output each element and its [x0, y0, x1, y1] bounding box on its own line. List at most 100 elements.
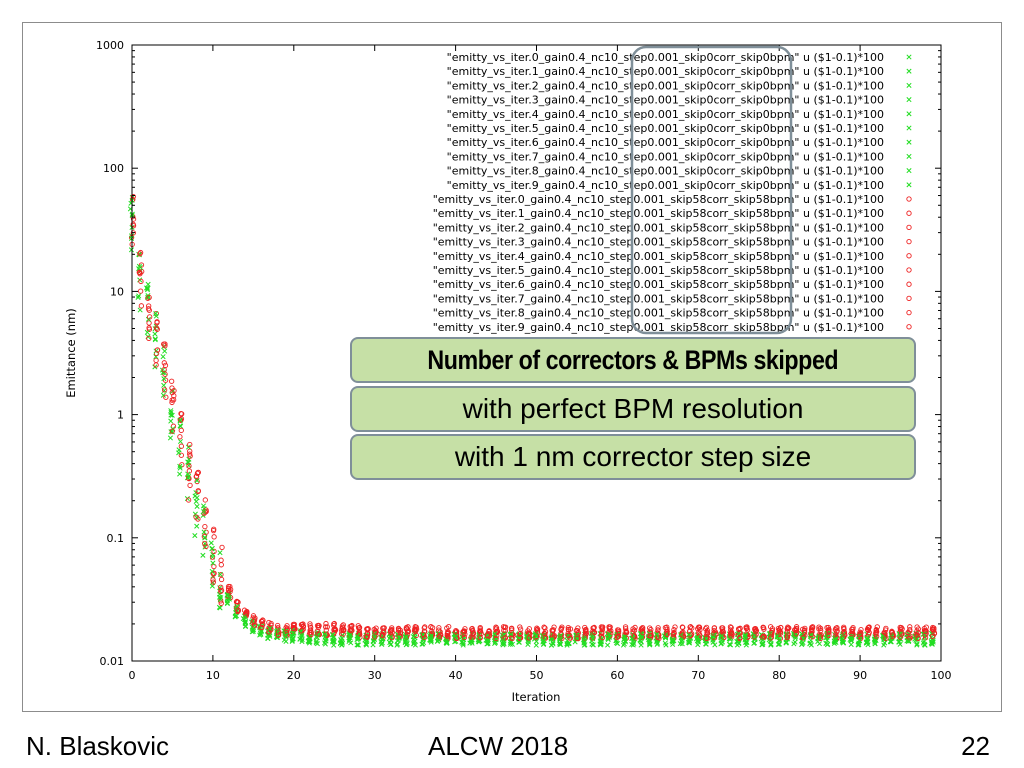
- skip58-point: [372, 629, 379, 635]
- skip58-point: [445, 633, 451, 640]
- skip58-point: [193, 473, 199, 480]
- skip58-point: [915, 632, 921, 638]
- skip0-point: [800, 636, 806, 642]
- skip58-point: [889, 629, 895, 635]
- skip58-point: [138, 278, 144, 285]
- skip0-point: [865, 635, 871, 641]
- skip0-point: [200, 552, 206, 558]
- legend-entry: "emitty_vs_iter.9_gain0.4_nc10_step0.001…: [447, 179, 884, 192]
- skip58-point: [591, 624, 597, 631]
- skip58-point: [225, 587, 232, 594]
- skip0-point: [647, 641, 653, 647]
- skip58-point: [462, 631, 468, 637]
- skip0-point: [184, 496, 190, 502]
- skip58-point: [315, 624, 322, 631]
- skip58-point: [778, 624, 784, 631]
- skip0-point: [508, 631, 514, 637]
- skip0-point: [355, 642, 361, 648]
- skip58-point: [218, 576, 225, 583]
- skip0-point: [185, 473, 192, 479]
- skip0-point: [774, 633, 780, 640]
- skip58-point: [826, 632, 832, 638]
- skip58-point: [865, 627, 871, 633]
- skip0-point: [194, 503, 200, 509]
- skip0-point: [354, 642, 360, 648]
- skip0-point: [444, 640, 450, 646]
- skip58-point: [655, 627, 661, 633]
- legend-cross-marker: [906, 68, 912, 74]
- skip58-point: [517, 630, 524, 636]
- skip58-point: [502, 635, 509, 641]
- skip58-point: [219, 544, 225, 550]
- skip58-point: [818, 635, 824, 642]
- skip58-point: [639, 624, 646, 631]
- skip58-point: [493, 624, 499, 630]
- skip0-point: [404, 641, 410, 647]
- skip58-point: [380, 625, 386, 631]
- skip58-point: [332, 626, 338, 632]
- x-tick-label: 60: [610, 669, 624, 682]
- skip58-point: [767, 624, 774, 630]
- skip58-point: [534, 628, 541, 634]
- y-tick-label: 10: [110, 285, 124, 298]
- x-tick-label: 100: [931, 669, 952, 682]
- skip58-point: [211, 563, 217, 570]
- legend-entry: "emitty_vs_iter.3_gain0.4_nc10_step0.001…: [447, 94, 884, 107]
- skip58-point: [477, 635, 483, 641]
- skip58-point: [672, 624, 678, 630]
- skip0-point: [839, 636, 845, 642]
- legend-entry: "emitty_vs_iter.5_gain0.4_nc10_step0.001…: [447, 122, 884, 135]
- skip58-point: [397, 630, 404, 636]
- skip58-point: [883, 635, 889, 642]
- skip58-point: [915, 629, 921, 636]
- skip0-point: [914, 641, 920, 647]
- skip0-point: [194, 477, 200, 484]
- skip58-point: [130, 193, 136, 200]
- skip0-point: [186, 456, 192, 462]
- skip58-point: [720, 628, 726, 634]
- skip58-point: [930, 624, 936, 631]
- skip58-point: [769, 630, 775, 636]
- skip0-point: [476, 639, 482, 645]
- skip0-point: [395, 641, 401, 647]
- axis-ticks: 0 10 20 30 40 50 60 70 80 90 100 0.01 0.1 1 10 100 1000: [96, 39, 952, 682]
- skip0-point: [210, 551, 216, 558]
- skip58-point: [469, 625, 475, 632]
- skip58-point: [922, 632, 928, 638]
- skip58-point: [695, 626, 701, 632]
- skip58-point: [599, 627, 605, 633]
- skip58-point: [834, 625, 840, 631]
- callout-corrector-step: with 1 nm corrector step size: [350, 434, 916, 480]
- skip0-point: [250, 626, 257, 633]
- skip0-point: [896, 639, 902, 645]
- skip58-point: [606, 624, 612, 630]
- skip0-point: [590, 632, 596, 638]
- skip58-point: [259, 624, 265, 631]
- skip58-point: [614, 634, 620, 641]
- skip58-point: [161, 367, 167, 373]
- skip0-point: [161, 382, 167, 388]
- skip0-point: [363, 641, 369, 647]
- skip0-point: [153, 311, 159, 317]
- legend-entry: "emitty_vs_iter.0_gain0.4_nc10_step0.001…: [433, 193, 884, 206]
- x-tick-label: 0: [129, 669, 136, 682]
- skip0-point: [703, 641, 709, 647]
- skip58-point: [905, 629, 911, 636]
- skip58-point: [907, 624, 913, 630]
- skip0-point: [144, 329, 150, 335]
- skip58-point: [486, 628, 492, 634]
- skip58-point: [178, 427, 184, 434]
- skip58-point: [210, 579, 217, 585]
- skip58-point: [275, 622, 281, 629]
- skip58-point: [737, 625, 743, 632]
- skip58-point: [259, 621, 266, 627]
- skip0-point: [347, 633, 353, 639]
- x-tick-label: 40: [449, 669, 463, 682]
- skip58-point: [784, 634, 791, 640]
- skip0-point: [144, 287, 151, 293]
- skip0-point: [177, 423, 183, 429]
- skip58-point: [290, 626, 297, 632]
- y-axis-label: Emittance (nm): [64, 308, 78, 398]
- skip58-point: [816, 624, 822, 630]
- skip58-point: [364, 626, 370, 633]
